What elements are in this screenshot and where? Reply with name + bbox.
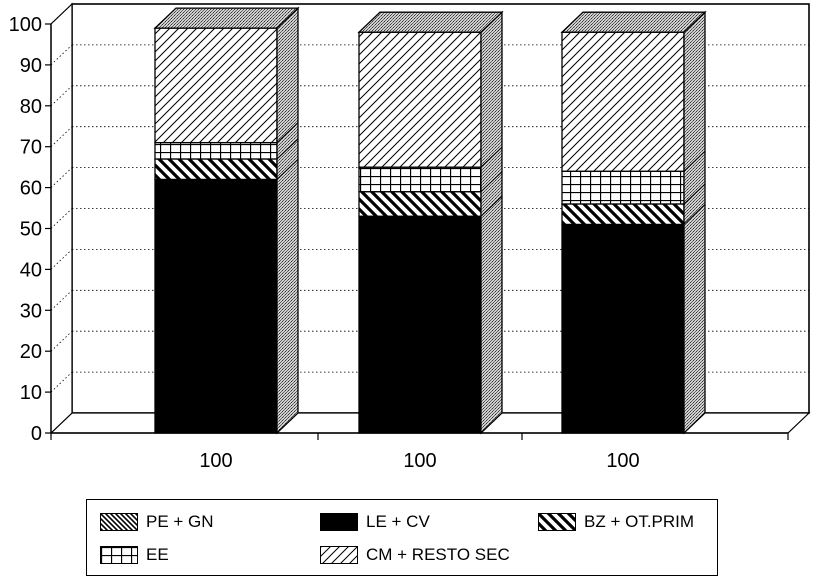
y-tick-label: 0 [31,423,42,445]
legend-label: LE + CV [366,512,430,531]
y-tick-label: 70 [20,137,42,159]
bar-top-face [357,11,504,33]
x-category-label: 100 [199,450,232,472]
x-category-label: 100 [606,450,639,472]
bar-segment [154,27,278,144]
plot-side-wall [50,2,73,435]
gridline-side [50,85,73,107]
bar-segment [154,178,278,434]
bar-stack [357,10,504,435]
bar-segment [561,31,685,172]
y-tick-label: 40 [20,259,42,281]
y-tick-label: 60 [20,178,42,200]
bar-side-edge [683,150,706,172]
bar-side-edge [480,195,503,217]
stacked-bar-chart: 0 10 20 30 40 50 60 70 80 90 100 100 100 100 [9,2,811,472]
legend-label: BZ + OT.PRIM [584,512,695,531]
legend-item: PE + GN [100,512,214,532]
gridline-side [50,330,73,352]
gridline-side [50,208,73,229]
gridline-side [50,44,73,66]
bar-stack [153,6,300,435]
bar-segment [358,191,482,217]
bar-segment [561,223,685,434]
gridline-side [50,3,73,25]
gridline-side [50,249,73,270]
legend-item: BZ + OT.PRIM [538,512,694,532]
y-tick-label: 20 [20,341,42,363]
gridline-side [50,167,73,188]
bar-side-edge [276,122,299,143]
bar-segment [154,158,278,181]
legend-swatch [538,513,576,531]
bar-side-face [480,10,503,435]
bar-side-edge [276,159,299,180]
gridline-side [50,126,73,147]
bar-segment [358,166,482,193]
y-tick-label: 30 [20,300,42,322]
y-tick-label: 100 [9,14,42,36]
legend-swatch [320,546,358,564]
legend-item: LE + CV [320,512,430,532]
bar-side-edge [683,204,706,225]
legend: PE + GN LE + CV BZ + OT.PRIM EE CM + RESTO S… [86,499,718,576]
bar-side-edge [480,146,503,168]
legend-swatch [100,513,138,531]
bar-side-edge [683,183,706,205]
legend-label: EE [146,545,169,564]
y-tick-label: 90 [20,55,42,77]
bar-side-edge [276,138,299,160]
gridline-side [50,371,73,393]
bar-top-face [560,11,707,33]
legend-swatch [320,513,358,531]
bar-segment [358,31,482,168]
bar-side-face [276,6,299,435]
bar-top-face [153,7,300,29]
bar-side-edge [480,171,503,193]
y-tick-label: 50 [20,219,42,241]
legend-item: CM + RESTO SEC [320,545,510,565]
gridline-side [50,290,73,311]
legend-swatch [100,546,138,564]
legend-item: EE [100,545,169,565]
y-tick-label: 10 [20,382,42,404]
bar-side-face [683,10,706,435]
x-category-label: 100 [403,450,436,472]
legend-label: CM + RESTO SEC [366,545,510,564]
bar-segment [561,203,685,226]
bar-segment [358,215,482,434]
bar-segment [561,170,685,205]
legend-label: PE + GN [146,512,214,531]
y-tick-label: 80 [20,96,42,118]
bar-segment [154,141,278,160]
bar-stack [560,10,707,435]
